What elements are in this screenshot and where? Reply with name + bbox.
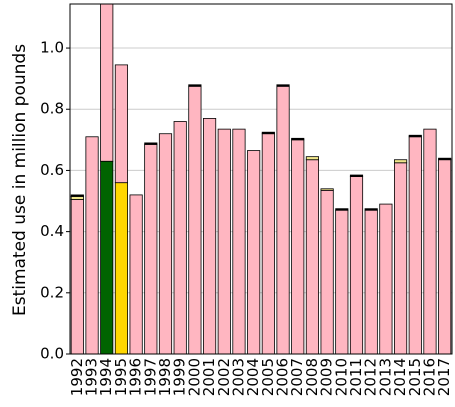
x-tick-label: 2002 [215, 358, 233, 396]
bar-segment [349, 174, 364, 177]
bar-segment [70, 199, 84, 354]
bar-segment [114, 182, 128, 354]
y-tick-label: 0.0 [40, 345, 64, 363]
x-tick-label: 2005 [259, 358, 277, 396]
x-tick-label: 2003 [229, 358, 247, 396]
x-tick-label: 2006 [274, 358, 292, 396]
x-tick-label: 2016 [420, 358, 438, 396]
x-tick-label: 2007 [288, 358, 306, 396]
bar-segment [173, 121, 187, 354]
bar-segment [85, 136, 99, 354]
bar-segment [114, 64, 128, 184]
bar-segment [305, 156, 319, 161]
x-tick-label: 1996 [127, 358, 145, 396]
bar-segment [305, 159, 319, 354]
x-tick-label: 1999 [171, 358, 189, 396]
x-tick-label: 1998 [156, 358, 174, 396]
bar-segment [423, 128, 437, 354]
bar-segment [364, 209, 378, 354]
bar-segment [379, 203, 393, 354]
x-tick-label: 2001 [200, 358, 218, 396]
bar-segment [438, 157, 452, 161]
bar-segment [203, 118, 217, 354]
x-tick-label: 2004 [244, 358, 262, 396]
x-tick-label: 1994 [97, 358, 115, 396]
bar-segment [217, 128, 231, 354]
y-tick-label: 0.2 [40, 283, 64, 301]
bar-segment [232, 128, 246, 354]
bar-segment [335, 209, 349, 354]
bar-segment [188, 85, 202, 354]
bar-segment [144, 144, 158, 354]
x-tick-label: 1997 [141, 358, 159, 396]
bar-segment [100, 160, 114, 354]
y-tick-label: 0.6 [40, 161, 64, 179]
x-tick-label: 2000 [185, 358, 203, 396]
x-tick-label: 2011 [347, 358, 365, 396]
bar-segment [349, 176, 364, 354]
x-tick-label: 2014 [391, 358, 409, 396]
y-tick-label: 1.0 [40, 39, 64, 57]
bar-segment [394, 162, 408, 354]
bar-segment [335, 208, 349, 211]
bar-segment [70, 196, 84, 200]
bar-segment [247, 150, 261, 354]
x-tick-label: 2012 [362, 358, 380, 396]
x-tick-label: 1993 [83, 358, 101, 396]
bar-segment [291, 139, 305, 354]
bar-segment [291, 137, 305, 141]
bar-segment [276, 85, 290, 354]
x-tick-label: 2009 [318, 358, 336, 396]
x-tick-label: 2017 [435, 358, 453, 396]
bar-segment [408, 136, 422, 354]
bar-segment [320, 188, 334, 191]
bar-segment [129, 194, 143, 354]
x-tick-label: 2015 [406, 358, 424, 396]
x-tick-label: 2010 [332, 358, 350, 396]
labels: 0.00.20.40.60.81.01992199319941995199619… [40, 39, 453, 397]
bar-segment [364, 208, 378, 211]
bar-segment [158, 133, 173, 354]
plot-frame [69, 3, 453, 355]
bar-segment [188, 84, 202, 87]
x-tick-label: 1995 [112, 358, 130, 396]
x-tick-label: 2008 [303, 358, 321, 396]
bar-segment [276, 84, 290, 87]
x-tick-label: 2013 [376, 358, 394, 396]
bar-segment [438, 159, 452, 354]
y-tick-label: 0.4 [40, 222, 64, 240]
bar-segment [320, 189, 334, 354]
bar-segment [100, 4, 114, 162]
bars [70, 4, 452, 354]
bar-segment [144, 142, 158, 145]
bar-segment [394, 159, 408, 164]
bar-segment [261, 133, 275, 354]
bar-segment [408, 134, 422, 138]
x-tick-label: 1992 [68, 358, 86, 396]
bar-segment [70, 194, 84, 197]
bar-segment [261, 131, 275, 135]
y-tick-label: 0.8 [40, 100, 64, 118]
y-axis-label: Estimated use in million pounds [10, 44, 30, 316]
